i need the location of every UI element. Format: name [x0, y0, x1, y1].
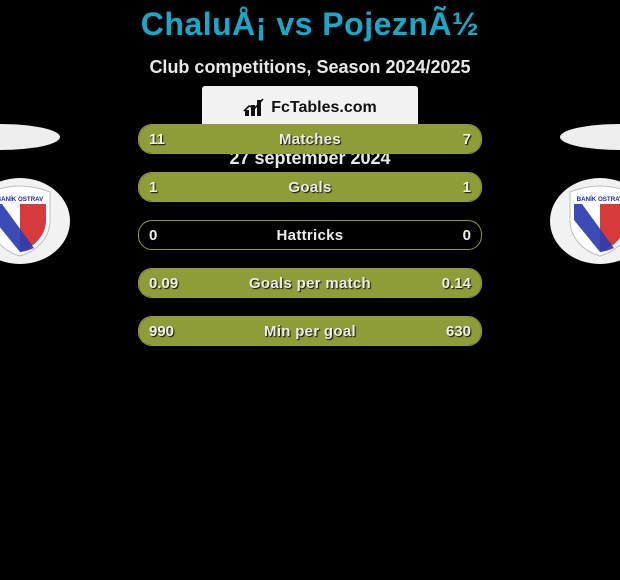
bar-chart-icon — [243, 98, 265, 118]
left-accent-ellipse — [0, 124, 60, 150]
banik-ostrava-crest-icon: BANÍK OSTRAV — [564, 184, 620, 258]
stat-row: 990630Min per goal — [138, 316, 482, 346]
stat-rows: 117Matches 11Goals 00Hattricks 0.090.14Goal… — [138, 124, 482, 364]
stat-label: Min per goal — [139, 317, 481, 345]
stat-row: 117Matches — [138, 124, 482, 154]
stat-row: 0.090.14Goals per match — [138, 268, 482, 298]
right-team-logo: BANÍK OSTRAV — [550, 178, 620, 264]
stat-label: Hattricks — [139, 221, 481, 249]
left-team-logo: BANÍK OSTRAV — [0, 178, 70, 264]
stat-row: 11Goals — [138, 172, 482, 202]
crest-text: BANÍK OSTRAV — [0, 195, 44, 203]
stat-label: Goals per match — [139, 269, 481, 297]
fctables-label: FcTables.com — [271, 99, 377, 117]
stat-label: Goals — [139, 173, 481, 201]
page-title: ChaluÅ¡ vs PojeznÃ½ — [0, 0, 620, 43]
comparison-card: ChaluÅ¡ vs PojeznÃ½ Club competitions, S… — [0, 0, 620, 580]
right-accent-ellipse — [560, 124, 620, 150]
stat-row: 00Hattricks — [138, 220, 482, 250]
subtitle: Club competitions, Season 2024/2025 — [0, 57, 620, 78]
banik-ostrava-crest-icon: BANÍK OSTRAV — [0, 184, 56, 258]
svg-text:BANÍK OSTRAV: BANÍK OSTRAV — [577, 195, 620, 203]
stat-label: Matches — [139, 125, 481, 153]
